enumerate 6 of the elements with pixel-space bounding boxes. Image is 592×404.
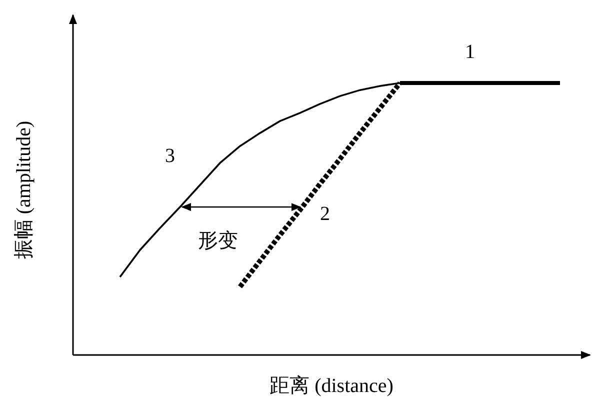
annotation: 形变: [198, 230, 238, 252]
series-label: 3: [165, 145, 175, 168]
series-label: 2: [320, 203, 330, 226]
x-axis-title: 距离 (distance): [270, 375, 394, 397]
series-label: 1: [465, 41, 475, 63]
y-axis-title: 振幅 (amplitude): [13, 120, 35, 260]
